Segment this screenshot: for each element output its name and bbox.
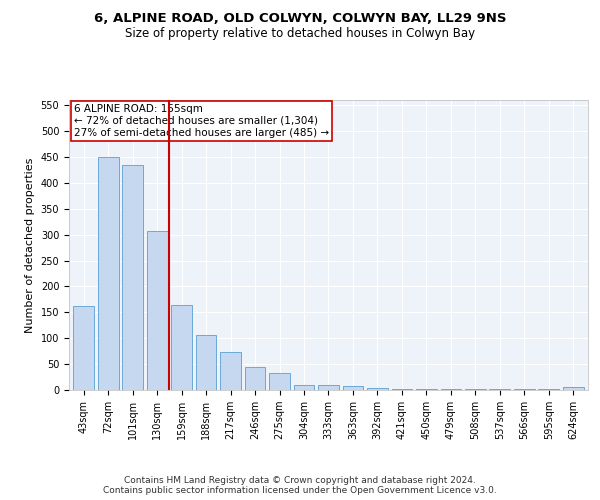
Bar: [245, 367, 265, 390]
Y-axis label: Number of detached properties: Number of detached properties: [25, 158, 35, 332]
Bar: [147, 231, 167, 390]
Bar: [392, 389, 412, 390]
Bar: [490, 389, 510, 390]
Bar: [440, 389, 461, 390]
Bar: [73, 306, 94, 390]
Bar: [220, 352, 241, 390]
Bar: [465, 389, 486, 390]
Bar: [538, 389, 559, 390]
Bar: [122, 164, 143, 390]
Bar: [98, 157, 119, 390]
Bar: [343, 386, 364, 390]
Bar: [171, 304, 192, 390]
Bar: [416, 389, 437, 390]
Bar: [318, 385, 339, 390]
Bar: [563, 388, 584, 390]
Bar: [196, 334, 217, 390]
Text: 6 ALPINE ROAD: 155sqm
← 72% of detached houses are smaller (1,304)
27% of semi-d: 6 ALPINE ROAD: 155sqm ← 72% of detached …: [74, 104, 329, 138]
Bar: [269, 374, 290, 390]
Text: Size of property relative to detached houses in Colwyn Bay: Size of property relative to detached ho…: [125, 28, 475, 40]
Bar: [514, 389, 535, 390]
Text: Contains HM Land Registry data © Crown copyright and database right 2024.
Contai: Contains HM Land Registry data © Crown c…: [103, 476, 497, 495]
Text: 6, ALPINE ROAD, OLD COLWYN, COLWYN BAY, LL29 9NS: 6, ALPINE ROAD, OLD COLWYN, COLWYN BAY, …: [94, 12, 506, 26]
Bar: [367, 388, 388, 390]
Bar: [293, 385, 314, 390]
